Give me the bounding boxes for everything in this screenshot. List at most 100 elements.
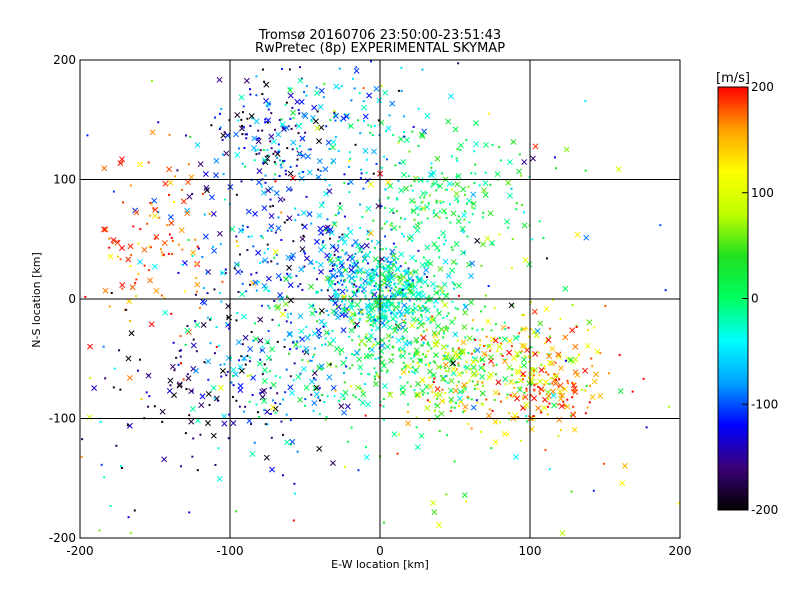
data-point-cross <box>251 145 258 152</box>
data-point-dot <box>487 345 490 348</box>
data-point-cross <box>382 89 389 96</box>
data-point-cross <box>167 179 174 186</box>
data-point-dot <box>163 297 166 300</box>
data-point-dot <box>244 133 247 136</box>
data-point-dot <box>386 369 389 372</box>
data-point-dot <box>303 90 306 93</box>
data-point-dot <box>366 262 369 265</box>
data-point-dot <box>184 134 187 137</box>
data-point-dot <box>316 110 319 113</box>
data-point-dot <box>414 259 417 262</box>
data-point-cross <box>265 187 272 194</box>
data-point-dot <box>389 261 392 264</box>
data-point-dot <box>523 391 526 394</box>
data-point-cross <box>413 347 420 354</box>
data-point-dot <box>369 251 372 254</box>
scatter-points <box>80 60 680 537</box>
data-point-dot <box>187 163 190 166</box>
data-point-dot <box>157 121 160 124</box>
data-point-cross <box>216 76 223 83</box>
data-point-dot <box>432 211 435 214</box>
data-point-dot <box>210 124 213 127</box>
data-point-cross <box>348 123 354 130</box>
data-point-cross <box>399 384 406 391</box>
data-point-cross <box>339 235 346 242</box>
data-point-dot <box>422 342 425 345</box>
data-point-dot <box>444 369 447 372</box>
data-point-dot <box>371 297 374 300</box>
data-point-dot <box>255 403 258 406</box>
data-point-dot <box>343 181 346 184</box>
data-point-dot <box>417 145 420 148</box>
data-point-dot <box>377 119 380 122</box>
data-point-dot <box>364 336 367 339</box>
data-point-cross <box>470 359 477 366</box>
data-point-cross <box>153 233 160 240</box>
data-point-dot <box>511 238 514 241</box>
data-point-dot <box>436 291 439 294</box>
data-point-dot <box>393 282 396 285</box>
data-point-dot <box>390 222 393 225</box>
data-point-dot <box>81 438 84 441</box>
data-point-dot <box>270 228 273 231</box>
data-point-cross <box>219 368 226 374</box>
data-point-dot <box>267 304 270 307</box>
data-point-cross <box>268 223 275 230</box>
data-point-dot <box>281 474 284 477</box>
data-point-dot <box>334 113 337 116</box>
data-point-dot <box>510 187 513 190</box>
data-point-dot <box>374 357 377 360</box>
data-point-dot <box>416 327 419 330</box>
data-point-dot <box>544 448 547 451</box>
data-point-dot <box>403 320 406 323</box>
data-point-dot <box>396 293 399 296</box>
data-point-dot <box>532 415 535 418</box>
data-point-dot <box>559 429 562 432</box>
data-point-cross <box>520 371 527 377</box>
data-point-dot <box>418 358 421 361</box>
data-point-cross <box>468 299 475 306</box>
data-point-dot <box>316 177 319 180</box>
data-point-dot <box>524 406 527 409</box>
data-point-dot <box>434 403 437 406</box>
data-point-cross <box>334 256 341 263</box>
data-point-dot <box>475 370 478 373</box>
data-point-cross <box>424 244 431 251</box>
data-point-dot <box>261 236 264 239</box>
data-point-cross <box>259 394 266 401</box>
data-point-dot <box>315 278 318 281</box>
data-point-dot <box>405 269 408 272</box>
data-point-dot <box>470 352 473 355</box>
data-point-dot <box>251 393 254 396</box>
data-point-dot <box>120 466 123 469</box>
data-point-cross <box>505 179 512 186</box>
data-point-dot <box>407 288 410 291</box>
data-point-cross <box>495 379 502 386</box>
data-point-dot <box>549 377 552 380</box>
data-point-cross <box>501 358 508 365</box>
data-point-dot <box>455 262 458 265</box>
data-point-dot <box>321 394 324 397</box>
data-point-dot <box>449 221 452 224</box>
data-point-dot <box>571 303 574 306</box>
data-point-cross <box>418 131 425 138</box>
data-point-cross <box>440 344 447 351</box>
data-point-dot <box>215 345 218 348</box>
data-point-cross <box>334 314 341 321</box>
data-point-cross <box>412 367 419 374</box>
data-point-dot <box>340 275 343 278</box>
data-point-dot <box>409 385 412 388</box>
data-point-cross <box>168 220 175 227</box>
data-point-cross <box>299 236 306 242</box>
data-point-dot <box>450 155 453 158</box>
data-point-cross <box>303 255 310 262</box>
data-point-dot <box>481 381 484 384</box>
data-point-cross <box>456 282 463 289</box>
data-point-dot <box>161 420 164 423</box>
data-point-dot <box>298 112 301 115</box>
data-point-dot <box>226 316 229 319</box>
data-point-dot <box>428 364 431 367</box>
data-point-cross <box>338 259 345 266</box>
data-point-dot <box>332 300 335 303</box>
data-point-cross <box>537 378 544 385</box>
